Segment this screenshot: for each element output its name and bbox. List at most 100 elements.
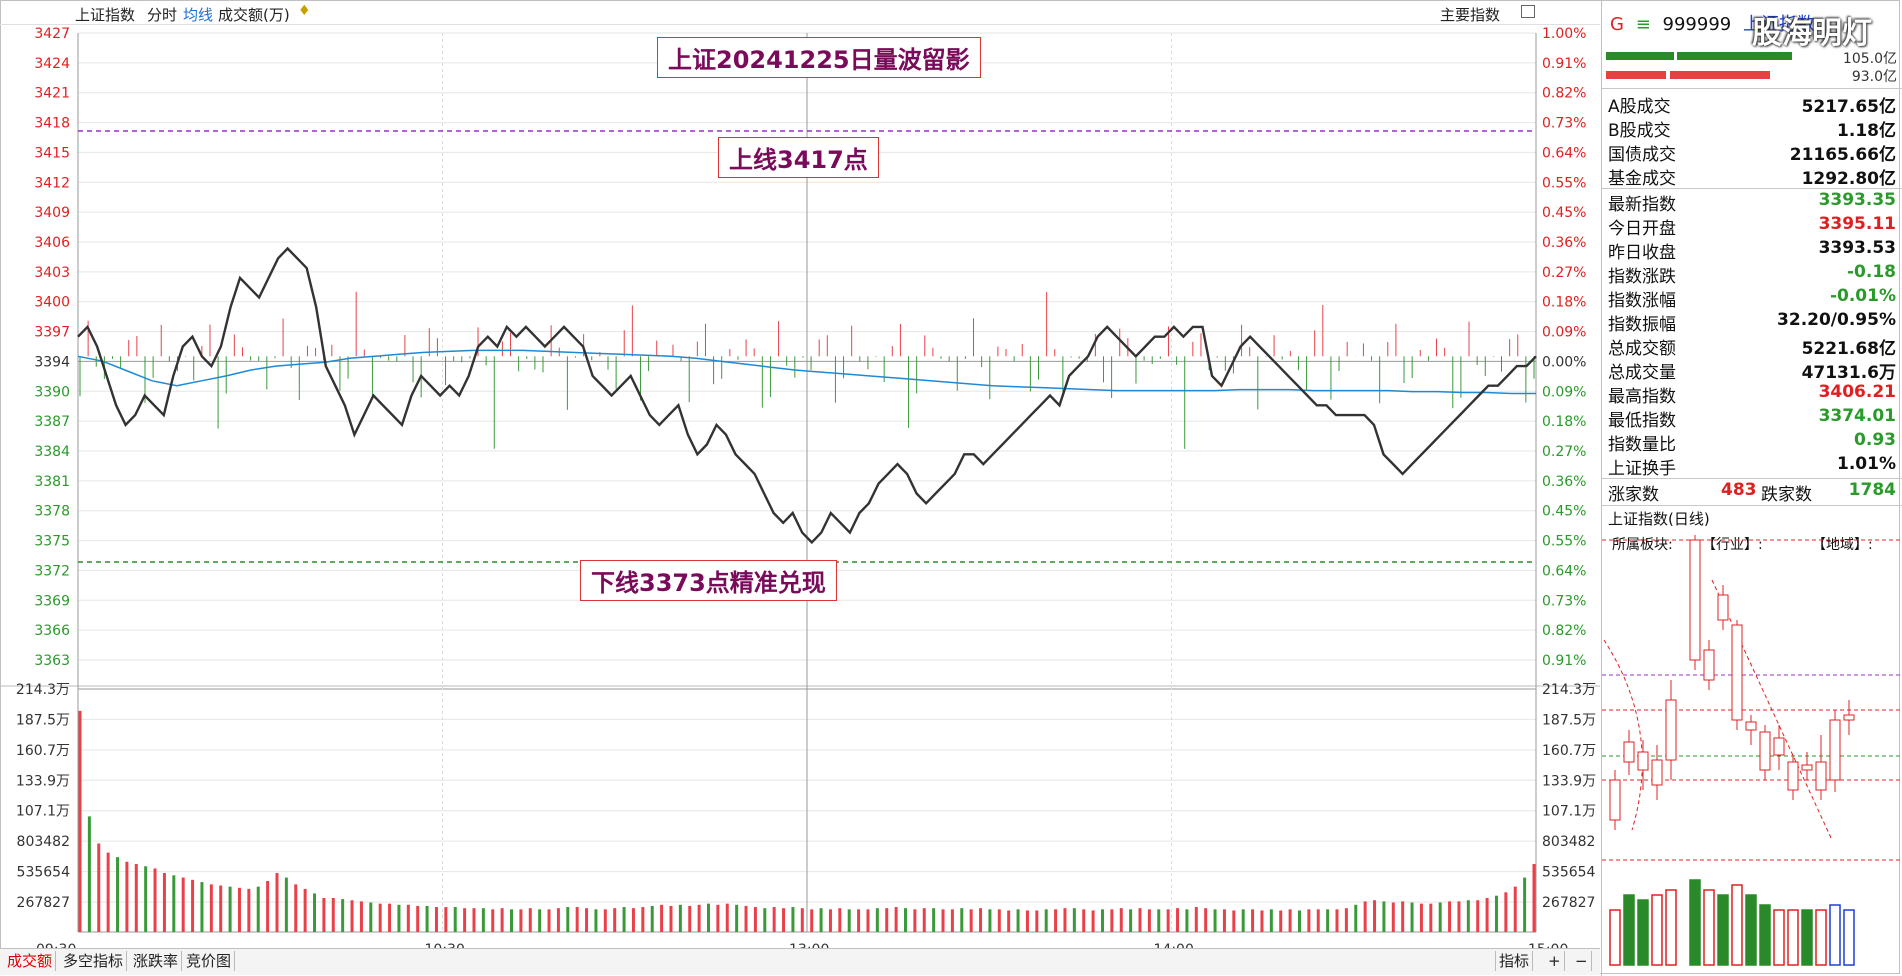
candle-body — [1759, 731, 1771, 771]
tab-fenshi[interactable]: 分时 — [147, 6, 178, 24]
vol-axis-label: 214.3万 — [16, 682, 70, 698]
sector-label: 所属板块: — [1612, 537, 1673, 553]
pct-axis-label: 0.64% — [1542, 563, 1586, 579]
price-axis-label: 3381 — [34, 474, 70, 490]
stat-value: 0.93 — [1854, 430, 1896, 450]
bottom-tab-bar: 成交额 多空指标 涨跌率 竞价图 指标 + − — [0, 948, 1600, 975]
stat-row: B股成交 1.18亿 — [1606, 116, 1896, 141]
tab-volume[interactable]: 成交额(万) — [218, 6, 290, 24]
vol-axis-label-right: 187.5万 — [1542, 712, 1596, 728]
advance-decline-row: 涨家数 483 跌家数 1784 — [1606, 480, 1896, 505]
panel-toggle-icon[interactable] — [1521, 5, 1535, 18]
price-axis-label: 3400 — [34, 295, 70, 311]
watermark-logo: 股海明灯 — [1752, 16, 1872, 51]
price-axis-label: 3394 — [34, 354, 70, 370]
price-axis-label: 3406 — [34, 235, 70, 251]
stat-label: 今日开盘 — [1608, 219, 1676, 239]
stat-value: 47131.6万 — [1801, 363, 1896, 383]
price-axis-label: 3427 — [34, 26, 70, 42]
pct-axis-label: 0.09% — [1542, 325, 1586, 341]
pct-axis-label: 0.27% — [1542, 265, 1586, 281]
stat-value: 3393.35 — [1818, 190, 1896, 210]
daily-chart-title: 上证指数(日线) — [1608, 510, 1710, 528]
candle-body — [1773, 737, 1785, 756]
kline-volume-bar — [1609, 909, 1621, 966]
price-axis-label: 3415 — [34, 145, 70, 161]
stat-label: 昨日收盘 — [1608, 243, 1676, 263]
pct-axis-label: 0.82% — [1542, 86, 1586, 102]
vol-axis-label: 133.9万 — [16, 773, 70, 789]
buy-bar-1 — [1606, 52, 1674, 60]
candle-body — [1717, 594, 1729, 621]
kline-volume-bar — [1731, 884, 1743, 966]
kline-volume-bar — [1623, 894, 1635, 966]
price-axis-label: 3366 — [34, 623, 70, 639]
candle-body — [1703, 649, 1715, 681]
kline-volume-bar — [1773, 909, 1785, 966]
tab-volume-bottom[interactable]: 成交额 — [4, 951, 57, 971]
pct-axis-label: 0.36% — [1542, 474, 1586, 490]
stat-value: -0.18 — [1847, 262, 1896, 282]
stat-label: A股成交 — [1608, 97, 1671, 117]
time-axis-label: 10:30 — [425, 942, 465, 948]
tab-junxian[interactable]: 均线 — [183, 6, 214, 24]
stat-row: 指数量比 0.93 — [1606, 430, 1896, 455]
main-index-button[interactable]: 主要指数 — [1440, 6, 1501, 24]
candle-body — [1731, 624, 1743, 721]
stat-row: 指数涨幅 -0.01% — [1606, 286, 1896, 311]
stat-label: 最高指数 — [1608, 387, 1676, 407]
pct-axis-label: 0.64% — [1542, 145, 1586, 161]
stat-value: 3406.21 — [1818, 382, 1896, 402]
kline-volume-bar — [1759, 904, 1771, 966]
industry-label[interactable]: 【行业】: — [1702, 537, 1763, 553]
tab-updown-rate[interactable]: 涨跌率 — [130, 951, 183, 971]
pct-axis-label: 0.27% — [1542, 444, 1586, 460]
stat-row: 今日开盘 3395.11 — [1606, 214, 1896, 239]
stat-label: 上证换手 — [1608, 459, 1676, 479]
stat-row: 指数涨跌 -0.18 — [1606, 262, 1896, 287]
price-axis-label: 3412 — [34, 175, 70, 191]
pct-axis-label: 0.09% — [1542, 384, 1586, 400]
stat-label: 指数量比 — [1608, 435, 1676, 455]
tab-bull-bear[interactable]: 多空指标 — [60, 951, 128, 971]
down-count: 1784 — [1848, 480, 1896, 500]
stat-value: 32.20/0.95% — [1777, 310, 1896, 330]
bar-value-1: 105.0亿 — [1842, 51, 1897, 67]
up-count: 483 — [1721, 480, 1757, 500]
stat-row: 最新指数 3393.35 — [1606, 190, 1896, 215]
candle-body — [1843, 714, 1855, 721]
kline-volume-bar — [1651, 894, 1663, 966]
sell-bar-2 — [1670, 71, 1770, 79]
pct-axis-label: 1.00% — [1542, 26, 1586, 42]
zoom-out-button[interactable]: − — [1572, 951, 1592, 971]
candle-body — [1689, 539, 1701, 661]
annotation-upper-line: 上线3417点 — [718, 137, 879, 178]
kline-volume-bar — [1787, 909, 1799, 966]
vol-axis-label-right: 133.9万 — [1542, 773, 1596, 789]
stat-label: 指数涨跌 — [1608, 267, 1676, 287]
price-axis-label: 3378 — [34, 504, 70, 520]
pct-axis-label: 0.45% — [1542, 205, 1586, 221]
region-label[interactable]: 【地域】: — [1812, 537, 1873, 553]
stat-label: 指数振幅 — [1608, 315, 1676, 335]
tab-auction[interactable]: 竞价图 — [183, 951, 236, 971]
price-axis-label: 3375 — [34, 534, 70, 550]
stat-value: 21165.66亿 — [1789, 145, 1896, 165]
indicator-button[interactable]: 指标 — [1495, 951, 1534, 971]
kline-volume-bar — [1637, 899, 1649, 966]
stat-value: 5221.68亿 — [1801, 339, 1896, 359]
candle-body — [1801, 764, 1813, 771]
zoom-in-button[interactable]: + — [1545, 951, 1565, 971]
index-name: 上证指数 — [75, 6, 136, 24]
menu-icon[interactable]: ≡ — [1635, 14, 1651, 35]
vol-axis-label: 107.1万 — [16, 804, 70, 820]
stat-value: 1.18亿 — [1837, 121, 1896, 141]
price-axis-label: 3421 — [34, 86, 70, 102]
stat-label: 最低指数 — [1608, 411, 1676, 431]
stat-row: 总成交额 5221.68亿 — [1606, 334, 1896, 359]
stat-row: 上证换手 1.01% — [1606, 454, 1896, 479]
stat-row: A股成交 5217.65亿 — [1606, 92, 1896, 117]
stat-value: 3393.53 — [1818, 238, 1896, 258]
quote-title-row: G ≡ 999999 上证指数 — [1610, 10, 1815, 36]
bell-icon[interactable]: ♦ — [298, 3, 311, 19]
